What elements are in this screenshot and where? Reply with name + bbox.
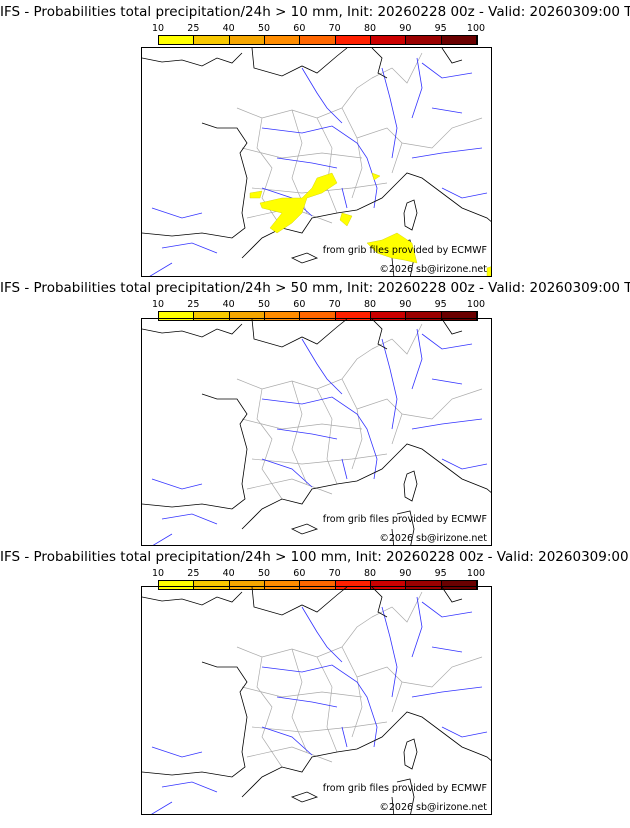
colorbar-segment bbox=[335, 312, 371, 320]
map: from grib files provided by ECMWF ©2026 … bbox=[141, 47, 492, 277]
colorbar-segment bbox=[264, 312, 301, 320]
colorbar-segment bbox=[406, 36, 442, 44]
colorbar-tick-label: 90 bbox=[399, 568, 412, 579]
colorbar-tick-label: 10 bbox=[151, 23, 165, 34]
colorbar-segment bbox=[441, 36, 477, 44]
colorbar-tick-label: 80 bbox=[363, 568, 377, 579]
source-credit: from grib files provided by ECMWF bbox=[322, 514, 487, 525]
map: from grib files provided by ECMWF ©2026 … bbox=[141, 586, 492, 815]
colorbar-segment bbox=[194, 36, 230, 44]
colorbar-segment bbox=[370, 581, 407, 589]
colorbar-tick-label: 100 bbox=[466, 568, 486, 579]
colorbar-segment bbox=[159, 312, 195, 320]
colorbar-tick-label: 95 bbox=[434, 568, 447, 579]
colorbar-tick-label: 95 bbox=[434, 23, 447, 34]
colorbar-tick-label: 50 bbox=[257, 23, 271, 34]
colorbar-segment bbox=[194, 581, 230, 589]
colorbar-tick-label: 70 bbox=[328, 568, 341, 579]
precip-area bbox=[249, 172, 491, 276]
colorbar-tick-label: 60 bbox=[293, 568, 306, 579]
colorbar-tick-label: 80 bbox=[363, 23, 377, 34]
colorbar-segment bbox=[335, 581, 371, 589]
colorbar-labels: 10 25 40 50 60 70 80 90 95 100 bbox=[152, 299, 485, 311]
colorbar-tick-label: 25 bbox=[187, 299, 200, 310]
colorbar-segment bbox=[406, 581, 442, 589]
colorbar-labels: 10 25 40 50 60 70 80 90 95 100 bbox=[152, 23, 485, 35]
colorbar-tick-label: 80 bbox=[363, 299, 377, 310]
copyright: ©2026 sb@irizone.net bbox=[379, 802, 487, 813]
colorbar-segment bbox=[406, 312, 442, 320]
colorbar bbox=[158, 580, 478, 590]
colorbar-segment bbox=[229, 36, 265, 44]
panel-10mm: IFS - Probabilities total precipitation/… bbox=[0, 0, 630, 277]
colorbar-segment bbox=[264, 36, 301, 44]
colorbar-segment bbox=[229, 312, 265, 320]
colorbar-tick-label: 60 bbox=[293, 299, 306, 310]
colorbar-tick-label: 70 bbox=[328, 299, 341, 310]
colorbar-tick-label: 90 bbox=[399, 23, 412, 34]
colorbar-segment bbox=[370, 36, 407, 44]
panel-title: IFS - Probabilities total precipitation/… bbox=[0, 4, 630, 20]
colorbar-segment bbox=[441, 581, 477, 589]
colorbar-labels: 10 25 40 50 60 70 80 90 95 100 bbox=[152, 568, 485, 580]
colorbar-segment bbox=[300, 36, 336, 44]
colorbar-tick-label: 70 bbox=[328, 23, 341, 34]
colorbar-segment bbox=[441, 312, 477, 320]
colorbar-segment bbox=[300, 581, 336, 589]
colorbar-tick-label: 50 bbox=[257, 299, 271, 310]
colorbar-tick-label: 25 bbox=[187, 568, 200, 579]
colorbar-segment bbox=[264, 581, 301, 589]
colorbar-segment bbox=[159, 581, 195, 589]
colorbar-tick-label: 10 bbox=[151, 299, 165, 310]
panel-title: IFS - Probabilities total precipitation/… bbox=[0, 549, 630, 565]
colorbar-tick-label: 10 bbox=[151, 568, 165, 579]
colorbar-segment bbox=[194, 312, 230, 320]
source-credit: from grib files provided by ECMWF bbox=[322, 245, 487, 256]
colorbar-tick-label: 40 bbox=[222, 23, 235, 34]
copyright: ©2026 sb@irizone.net bbox=[379, 264, 487, 275]
colorbar-tick-label: 100 bbox=[466, 299, 486, 310]
panel-100mm: IFS - Probabilities total precipitation/… bbox=[0, 545, 630, 815]
colorbar-segment bbox=[335, 36, 371, 44]
colorbar-segment bbox=[300, 312, 336, 320]
colorbar-tick-label: 90 bbox=[399, 299, 412, 310]
source-credit: from grib files provided by ECMWF bbox=[322, 783, 487, 794]
colorbar-tick-label: 100 bbox=[466, 23, 486, 34]
colorbar-tick-label: 95 bbox=[434, 299, 447, 310]
colorbar-tick-label: 40 bbox=[222, 299, 235, 310]
copyright: ©2026 sb@irizone.net bbox=[379, 533, 487, 544]
colorbar bbox=[158, 35, 478, 45]
colorbar-tick-label: 25 bbox=[187, 23, 200, 34]
colorbar-segment bbox=[370, 312, 407, 320]
colorbar bbox=[158, 311, 478, 321]
colorbar-tick-label: 60 bbox=[293, 23, 306, 34]
panel-title: IFS - Probabilities total precipitation/… bbox=[0, 280, 630, 296]
colorbar-segment bbox=[229, 581, 265, 589]
colorbar-tick-label: 50 bbox=[257, 568, 271, 579]
colorbar-tick-label: 40 bbox=[222, 568, 235, 579]
colorbar-segment bbox=[159, 36, 195, 44]
panel-50mm: IFS - Probabilities total precipitation/… bbox=[0, 276, 630, 546]
map: from grib files provided by ECMWF ©2026 … bbox=[141, 318, 492, 546]
